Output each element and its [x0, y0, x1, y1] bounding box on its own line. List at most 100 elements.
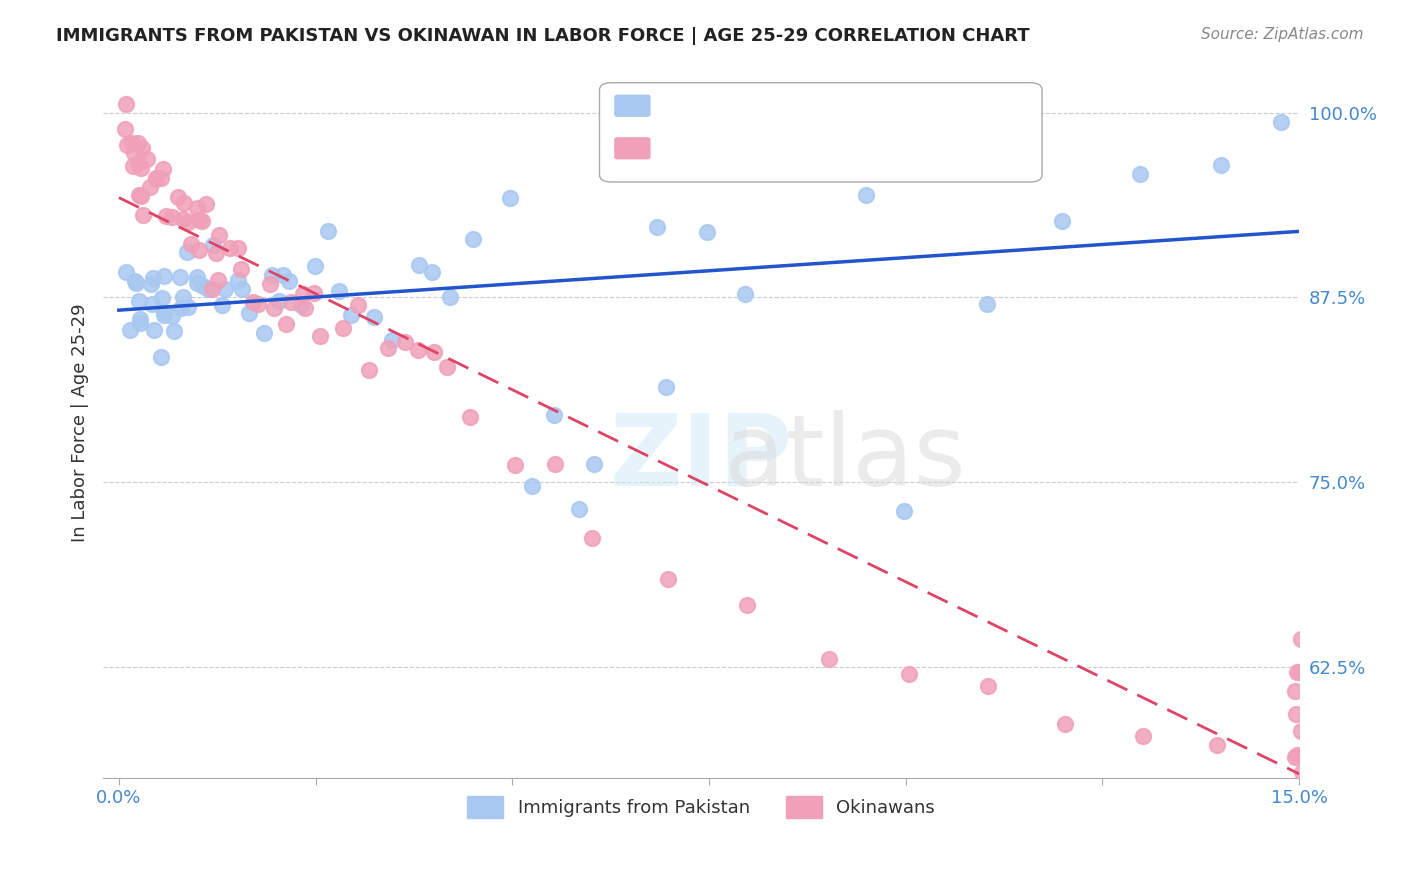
Text: Source: ZipAtlas.com: Source: ZipAtlas.com	[1201, 27, 1364, 42]
Point	[620, 156, 643, 170]
Point	[128, 187, 150, 202]
Point	[363, 310, 385, 325]
Point	[408, 343, 430, 357]
Point	[125, 277, 148, 291]
Point	[1054, 717, 1077, 731]
Point	[120, 323, 142, 337]
Point	[122, 145, 145, 160]
Point	[423, 345, 446, 359]
Point	[128, 316, 150, 330]
Point	[127, 136, 149, 150]
Point	[645, 219, 668, 234]
Point	[1291, 765, 1313, 780]
Point	[218, 241, 240, 255]
Point	[152, 162, 174, 177]
Point	[247, 297, 270, 311]
Point	[271, 268, 294, 282]
Point	[381, 333, 404, 347]
Point	[735, 599, 758, 613]
Point	[267, 294, 290, 309]
Point	[332, 320, 354, 334]
Point	[176, 245, 198, 260]
Point	[696, 225, 718, 239]
Point	[145, 171, 167, 186]
Point	[170, 301, 193, 315]
Point	[543, 408, 565, 422]
Point	[499, 191, 522, 205]
Point	[1132, 729, 1154, 743]
Point	[131, 141, 153, 155]
Point	[152, 305, 174, 319]
Point	[583, 457, 606, 471]
Point	[318, 224, 340, 238]
Point	[1285, 665, 1308, 679]
Point	[357, 363, 380, 377]
Point	[186, 276, 208, 290]
Point	[132, 208, 155, 222]
Point	[1284, 750, 1306, 764]
Point	[176, 215, 198, 229]
Point	[309, 329, 332, 343]
Point	[135, 152, 157, 166]
Point	[439, 290, 461, 304]
Point	[259, 277, 281, 292]
Point	[304, 286, 326, 301]
Point	[191, 214, 214, 228]
Point	[145, 172, 167, 186]
Point	[818, 651, 841, 665]
Point	[976, 297, 998, 311]
Point	[340, 308, 363, 322]
Point	[1050, 214, 1073, 228]
Point	[150, 171, 173, 186]
Point	[127, 156, 149, 170]
Point	[1289, 632, 1312, 647]
Point	[290, 298, 312, 312]
Point	[657, 572, 679, 586]
Point	[1284, 684, 1306, 698]
Point	[893, 504, 915, 518]
Point	[214, 282, 236, 296]
Point	[124, 274, 146, 288]
FancyBboxPatch shape	[614, 95, 650, 116]
Point	[172, 290, 194, 304]
Point	[1288, 665, 1310, 679]
Point	[304, 259, 326, 273]
Point	[163, 324, 186, 338]
Point	[142, 271, 165, 285]
Point	[114, 265, 136, 279]
Point	[277, 274, 299, 288]
Point	[187, 243, 209, 257]
Point	[280, 294, 302, 309]
Point	[1285, 706, 1308, 721]
Text: ZIP: ZIP	[610, 410, 793, 507]
Point	[211, 298, 233, 312]
Point	[172, 212, 194, 227]
Point	[166, 190, 188, 204]
FancyBboxPatch shape	[614, 138, 650, 159]
Point	[520, 479, 543, 493]
FancyBboxPatch shape	[599, 83, 1042, 182]
Point	[655, 380, 678, 394]
Point	[408, 258, 430, 272]
Point	[263, 301, 285, 316]
Point	[274, 318, 297, 332]
Point	[242, 295, 264, 310]
Point	[153, 268, 176, 283]
Point	[143, 323, 166, 337]
Point	[231, 282, 253, 296]
Text: atlas: atlas	[724, 410, 966, 507]
Text: R =  0.537    N = 67: R = 0.537 N = 67	[630, 98, 811, 117]
Y-axis label: In Labor Force | Age 25-29: In Labor Force | Age 25-29	[72, 304, 89, 542]
Point	[505, 458, 527, 472]
Point	[129, 161, 152, 175]
Point	[186, 201, 208, 215]
Point	[420, 265, 443, 279]
Point	[160, 210, 183, 224]
Point	[394, 334, 416, 349]
Point	[544, 457, 567, 471]
Text: IMMIGRANTS FROM PAKISTAN VS OKINAWAN IN LABOR FORCE | AGE 25-29 CORRELATION CHAR: IMMIGRANTS FROM PAKISTAN VS OKINAWAN IN …	[56, 27, 1029, 45]
Point	[1270, 115, 1292, 129]
Point	[169, 269, 191, 284]
Point	[128, 312, 150, 326]
Point	[238, 306, 260, 320]
